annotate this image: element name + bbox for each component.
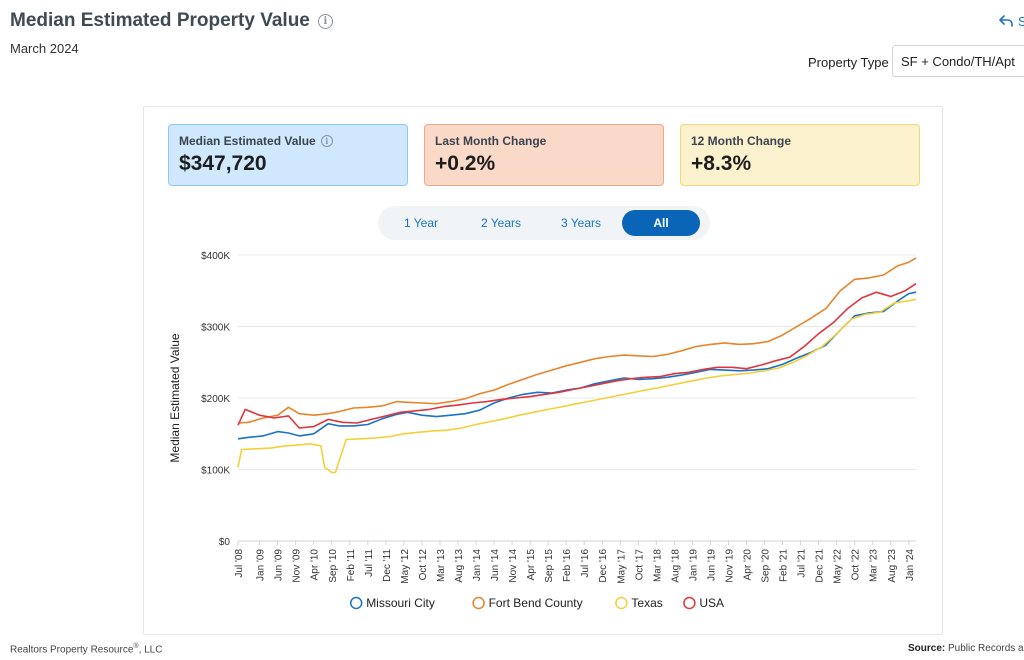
range-all-button[interactable]: All	[622, 210, 700, 236]
x-tick-label: Sep '20	[761, 549, 772, 583]
page-title: Median Estimated Property Value i	[10, 10, 333, 32]
x-tick-label: Jul '21	[797, 549, 808, 578]
registered-mark: ®	[133, 643, 139, 650]
x-tick-label: Oct '17	[634, 549, 645, 581]
series-line-missouri-city	[237, 291, 917, 440]
info-icon[interactable]: i	[320, 135, 333, 147]
x-tick-label: Aug '23	[887, 549, 898, 583]
card-median-value-value: $347,720	[179, 152, 267, 175]
x-tick-label: May '17	[616, 549, 627, 584]
legend-marker	[472, 596, 485, 610]
x-tick-label: Jan '14	[472, 549, 483, 581]
legend-label: Fort Bend County	[489, 596, 583, 610]
property-type-label: Property Type	[808, 55, 889, 70]
card-12-month-change-value: +8.3%	[691, 152, 752, 175]
card-last-month-change-label: Last Month Change	[435, 134, 547, 148]
legend-marker	[683, 596, 696, 610]
x-tick-label: Nov '14	[508, 549, 519, 583]
y-tick-label: $100K	[201, 466, 230, 477]
y-tick-label: $200K	[201, 394, 230, 405]
x-tick-label: Jan '19	[688, 549, 699, 581]
x-tick-label: May '12	[400, 549, 411, 584]
x-tick-label: Dec '21	[815, 549, 826, 583]
x-tick-label: Oct '12	[418, 549, 429, 581]
x-tick-label: Sep '15	[544, 549, 555, 583]
y-axis-label: Median Estimated Value	[168, 333, 182, 463]
info-icon[interactable]: i	[317, 13, 333, 29]
range-1-year-button[interactable]: 1 Year	[403, 216, 439, 230]
x-tick-label: Sep '10	[328, 549, 339, 583]
footer-attribution-suffix: , LLC	[138, 644, 163, 656]
x-tick-label: Apr '20	[743, 549, 754, 581]
x-tick-label: Jul '11	[364, 549, 375, 577]
x-tick-label: Jun '19	[706, 549, 717, 581]
range-2-years-button[interactable]: 2 Years	[480, 216, 522, 230]
card-median-value: Median Estimated Value i $347,720	[168, 124, 408, 186]
x-tick-label: Aug '18	[670, 549, 681, 583]
footer-attribution: Realtors Property Resource®, LLC	[10, 643, 162, 655]
x-tick-label: Jul '08	[234, 549, 245, 578]
x-tick-label: Dec '11	[382, 549, 393, 582]
share-label: S	[1018, 13, 1024, 29]
y-tick-label: $400K	[201, 251, 230, 262]
chart-panel: Median Estimated Value i $347,720 Last M…	[143, 106, 943, 635]
range-selector: 1 Year 2 Years 3 Years All	[378, 206, 710, 240]
footer-source-text: Public Records a	[948, 643, 1024, 654]
series-line-usa	[237, 282, 917, 429]
legend-label: USA	[699, 596, 724, 610]
x-tick-label: Nov '19	[724, 549, 735, 583]
legend-label: Missouri City	[366, 596, 435, 610]
card-median-value-label-row: Median Estimated Value i	[179, 134, 397, 148]
card-last-month-change: Last Month Change +0.2%	[424, 124, 664, 186]
x-tick-label: Feb '16	[562, 549, 573, 582]
x-tick-label: Jan '24	[905, 549, 916, 581]
x-tick-label: Mar '18	[652, 549, 663, 582]
x-tick-label: May '22	[833, 549, 844, 584]
x-tick-label: Mar '23	[869, 549, 880, 582]
share-button[interactable]: S	[998, 13, 1024, 29]
y-tick-label: $0	[219, 537, 231, 548]
legend-marker	[349, 596, 363, 610]
property-type-select[interactable]: SF + Condo/TH/Apt	[892, 45, 1024, 77]
x-tick-label: Feb '21	[779, 549, 790, 582]
x-tick-label: Apr '15	[526, 549, 537, 581]
legend-label: Texas	[631, 596, 662, 610]
x-tick-label: Feb '11	[346, 549, 357, 582]
x-tick-label: Jun '09	[274, 549, 285, 581]
legend-marker	[615, 596, 628, 610]
x-tick-label: Aug '13	[454, 549, 465, 583]
footer-attribution-text: Realtors Property Resource	[10, 644, 134, 656]
x-tick-label: Jul '16	[580, 549, 591, 578]
line-chart: $0 $100K $200K $300K $400K Median Estimated V…	[168, 251, 917, 610]
card-12-month-change-label: 12 Month Change	[691, 134, 792, 148]
page-subtitle: March 2024	[10, 41, 79, 56]
x-tick-label: Apr '10	[310, 549, 321, 581]
footer-source-label: Source:	[908, 643, 946, 654]
x-tick-label: Oct '22	[851, 549, 862, 581]
card-median-value-label: Median Estimated Value	[179, 134, 316, 148]
range-3-years-button[interactable]: 3 Years	[560, 216, 602, 230]
card-last-month-change-value: +0.2%	[435, 152, 496, 175]
x-tick-label: Mar '13	[436, 549, 447, 582]
y-tick-label: $300K	[201, 323, 230, 334]
x-tick-label: Dec '16	[598, 549, 609, 583]
footer-source: Source: Public Records a	[908, 643, 1024, 654]
series-line-fort-bend-county	[237, 257, 917, 424]
x-tick-label: Nov '09	[292, 549, 303, 583]
x-tick-label: Jan '09	[256, 549, 267, 581]
page-title-text: Median Estimated Property Value	[10, 10, 310, 31]
card-12-month-change: 12 Month Change +8.3%	[680, 124, 920, 186]
series-line-texas	[237, 298, 917, 474]
x-tick-label: Jun '14	[490, 549, 501, 581]
share-icon	[999, 15, 1013, 27]
